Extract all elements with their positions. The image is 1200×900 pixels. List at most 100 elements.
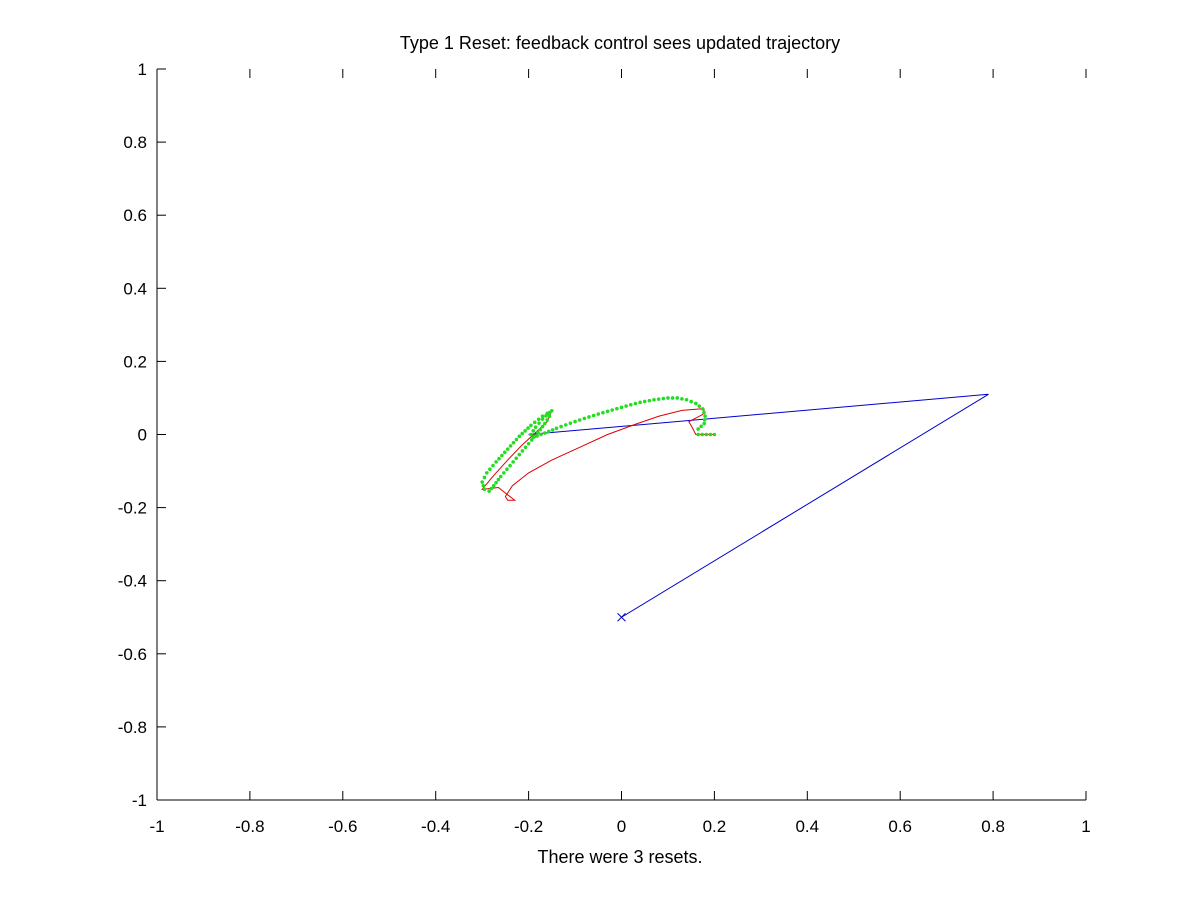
- x-tick-label: 0.2: [703, 817, 727, 836]
- series-dot: [689, 399, 693, 404]
- series-dot: [532, 434, 537, 439]
- series-dot: [696, 427, 700, 431]
- series-dot: [540, 424, 545, 429]
- series-dot: [633, 401, 638, 406]
- series-dot: [511, 460, 515, 464]
- series-dot: [568, 421, 573, 425]
- series-dot: [545, 418, 549, 422]
- series-dot: [546, 429, 551, 434]
- axes-background: [157, 69, 1086, 800]
- series-dot: [642, 399, 647, 404]
- series-dot: [700, 432, 705, 437]
- series-dot: [661, 396, 666, 401]
- series-dot: [559, 424, 563, 429]
- series-dot: [638, 400, 642, 405]
- series-dot: [536, 417, 541, 422]
- series-dot: [550, 428, 555, 432]
- series-dot: [700, 407, 705, 411]
- start-marker: [617, 612, 626, 622]
- series-dot: [545, 411, 549, 416]
- series-dot: [502, 450, 507, 455]
- series-dot: [487, 489, 491, 493]
- series-dot: [529, 432, 533, 437]
- series-dot: [539, 432, 543, 437]
- series-dot: [505, 447, 510, 451]
- series-dot: [520, 431, 525, 436]
- series-dot: [540, 417, 545, 421]
- x-axis-label: There were 3 resets.: [537, 847, 702, 867]
- series-dot: [482, 487, 487, 492]
- series-dot: [481, 483, 486, 488]
- y-tick-label: 0.6: [123, 206, 147, 225]
- series-dot: [591, 413, 596, 418]
- series-dot: [554, 426, 559, 431]
- series-dot: [670, 396, 675, 400]
- y-tick-label: -0.8: [118, 718, 147, 737]
- series-dot: [531, 429, 536, 433]
- series-dot: [697, 404, 702, 408]
- series-dot: [647, 398, 652, 403]
- series-dot: [494, 480, 498, 485]
- series-dot: [498, 474, 503, 479]
- series-dot: [533, 425, 538, 429]
- series-dot: [488, 467, 492, 472]
- series-dot: [624, 404, 628, 408]
- series-dot: [577, 418, 582, 422]
- x-tick-label: 0.4: [795, 817, 819, 836]
- series-dot: [699, 424, 703, 429]
- series-dot: [596, 412, 601, 416]
- series-dot: [538, 427, 543, 432]
- x-tick-label: 0: [617, 817, 626, 836]
- x-tick-label: 0.6: [888, 817, 912, 836]
- series-dot: [514, 456, 519, 461]
- chart-title: Type 1 Reset: feedback control sees upda…: [400, 33, 840, 53]
- series-dot: [702, 418, 707, 422]
- series-dot: [482, 475, 487, 480]
- series-dot: [508, 444, 513, 448]
- series-dot: [540, 414, 545, 419]
- series-dot: [694, 401, 698, 406]
- series-dot: [684, 397, 689, 402]
- series-dot: [696, 432, 700, 437]
- series-dot: [505, 467, 509, 472]
- series-line-0: [528, 393, 989, 618]
- y-tick-label: 0.2: [123, 352, 147, 371]
- series-dot: [514, 437, 519, 442]
- x-tick-label: -0.6: [328, 817, 357, 836]
- x-tick-label: 1: [1081, 817, 1090, 836]
- series-layer: [480, 393, 989, 622]
- series-dot: [523, 429, 527, 433]
- series-dot: [494, 460, 498, 464]
- series-dot: [605, 409, 610, 414]
- series-dot: [573, 419, 577, 424]
- series-dot: [680, 397, 684, 401]
- y-tick-label: 0.4: [123, 279, 147, 298]
- series-dot: [619, 405, 624, 410]
- y-tick-label: -0.2: [118, 499, 147, 518]
- series-dot: [529, 438, 534, 442]
- series-dot: [656, 397, 661, 401]
- series-dot: [628, 402, 633, 407]
- series-dot: [517, 452, 522, 457]
- series-dot: [536, 430, 540, 435]
- x-tick-label: 0.8: [981, 817, 1005, 836]
- series-dot: [675, 396, 680, 400]
- series-dot: [500, 453, 504, 458]
- series-dot: [708, 432, 713, 437]
- y-tick-label: 0.8: [123, 133, 147, 152]
- series-dot: [712, 432, 717, 437]
- x-tick-label: -0.8: [235, 817, 264, 836]
- series-dot: [491, 463, 495, 468]
- y-ticks: -1 -0.8 -0.6 -0.4 -0.2 0 0.2 0.4 0.6 0.8 1: [118, 60, 166, 810]
- series-dot: [502, 471, 506, 475]
- series-dot: [702, 410, 706, 415]
- series-dot: [550, 408, 554, 413]
- series-dot: [615, 406, 619, 411]
- series-dot: [517, 434, 522, 439]
- series-dot: [587, 415, 591, 419]
- y-tick-label: 0: [138, 426, 147, 445]
- y-tick-label: -0.6: [118, 645, 147, 664]
- series-dot: [532, 420, 537, 425]
- series-dot: [666, 396, 670, 400]
